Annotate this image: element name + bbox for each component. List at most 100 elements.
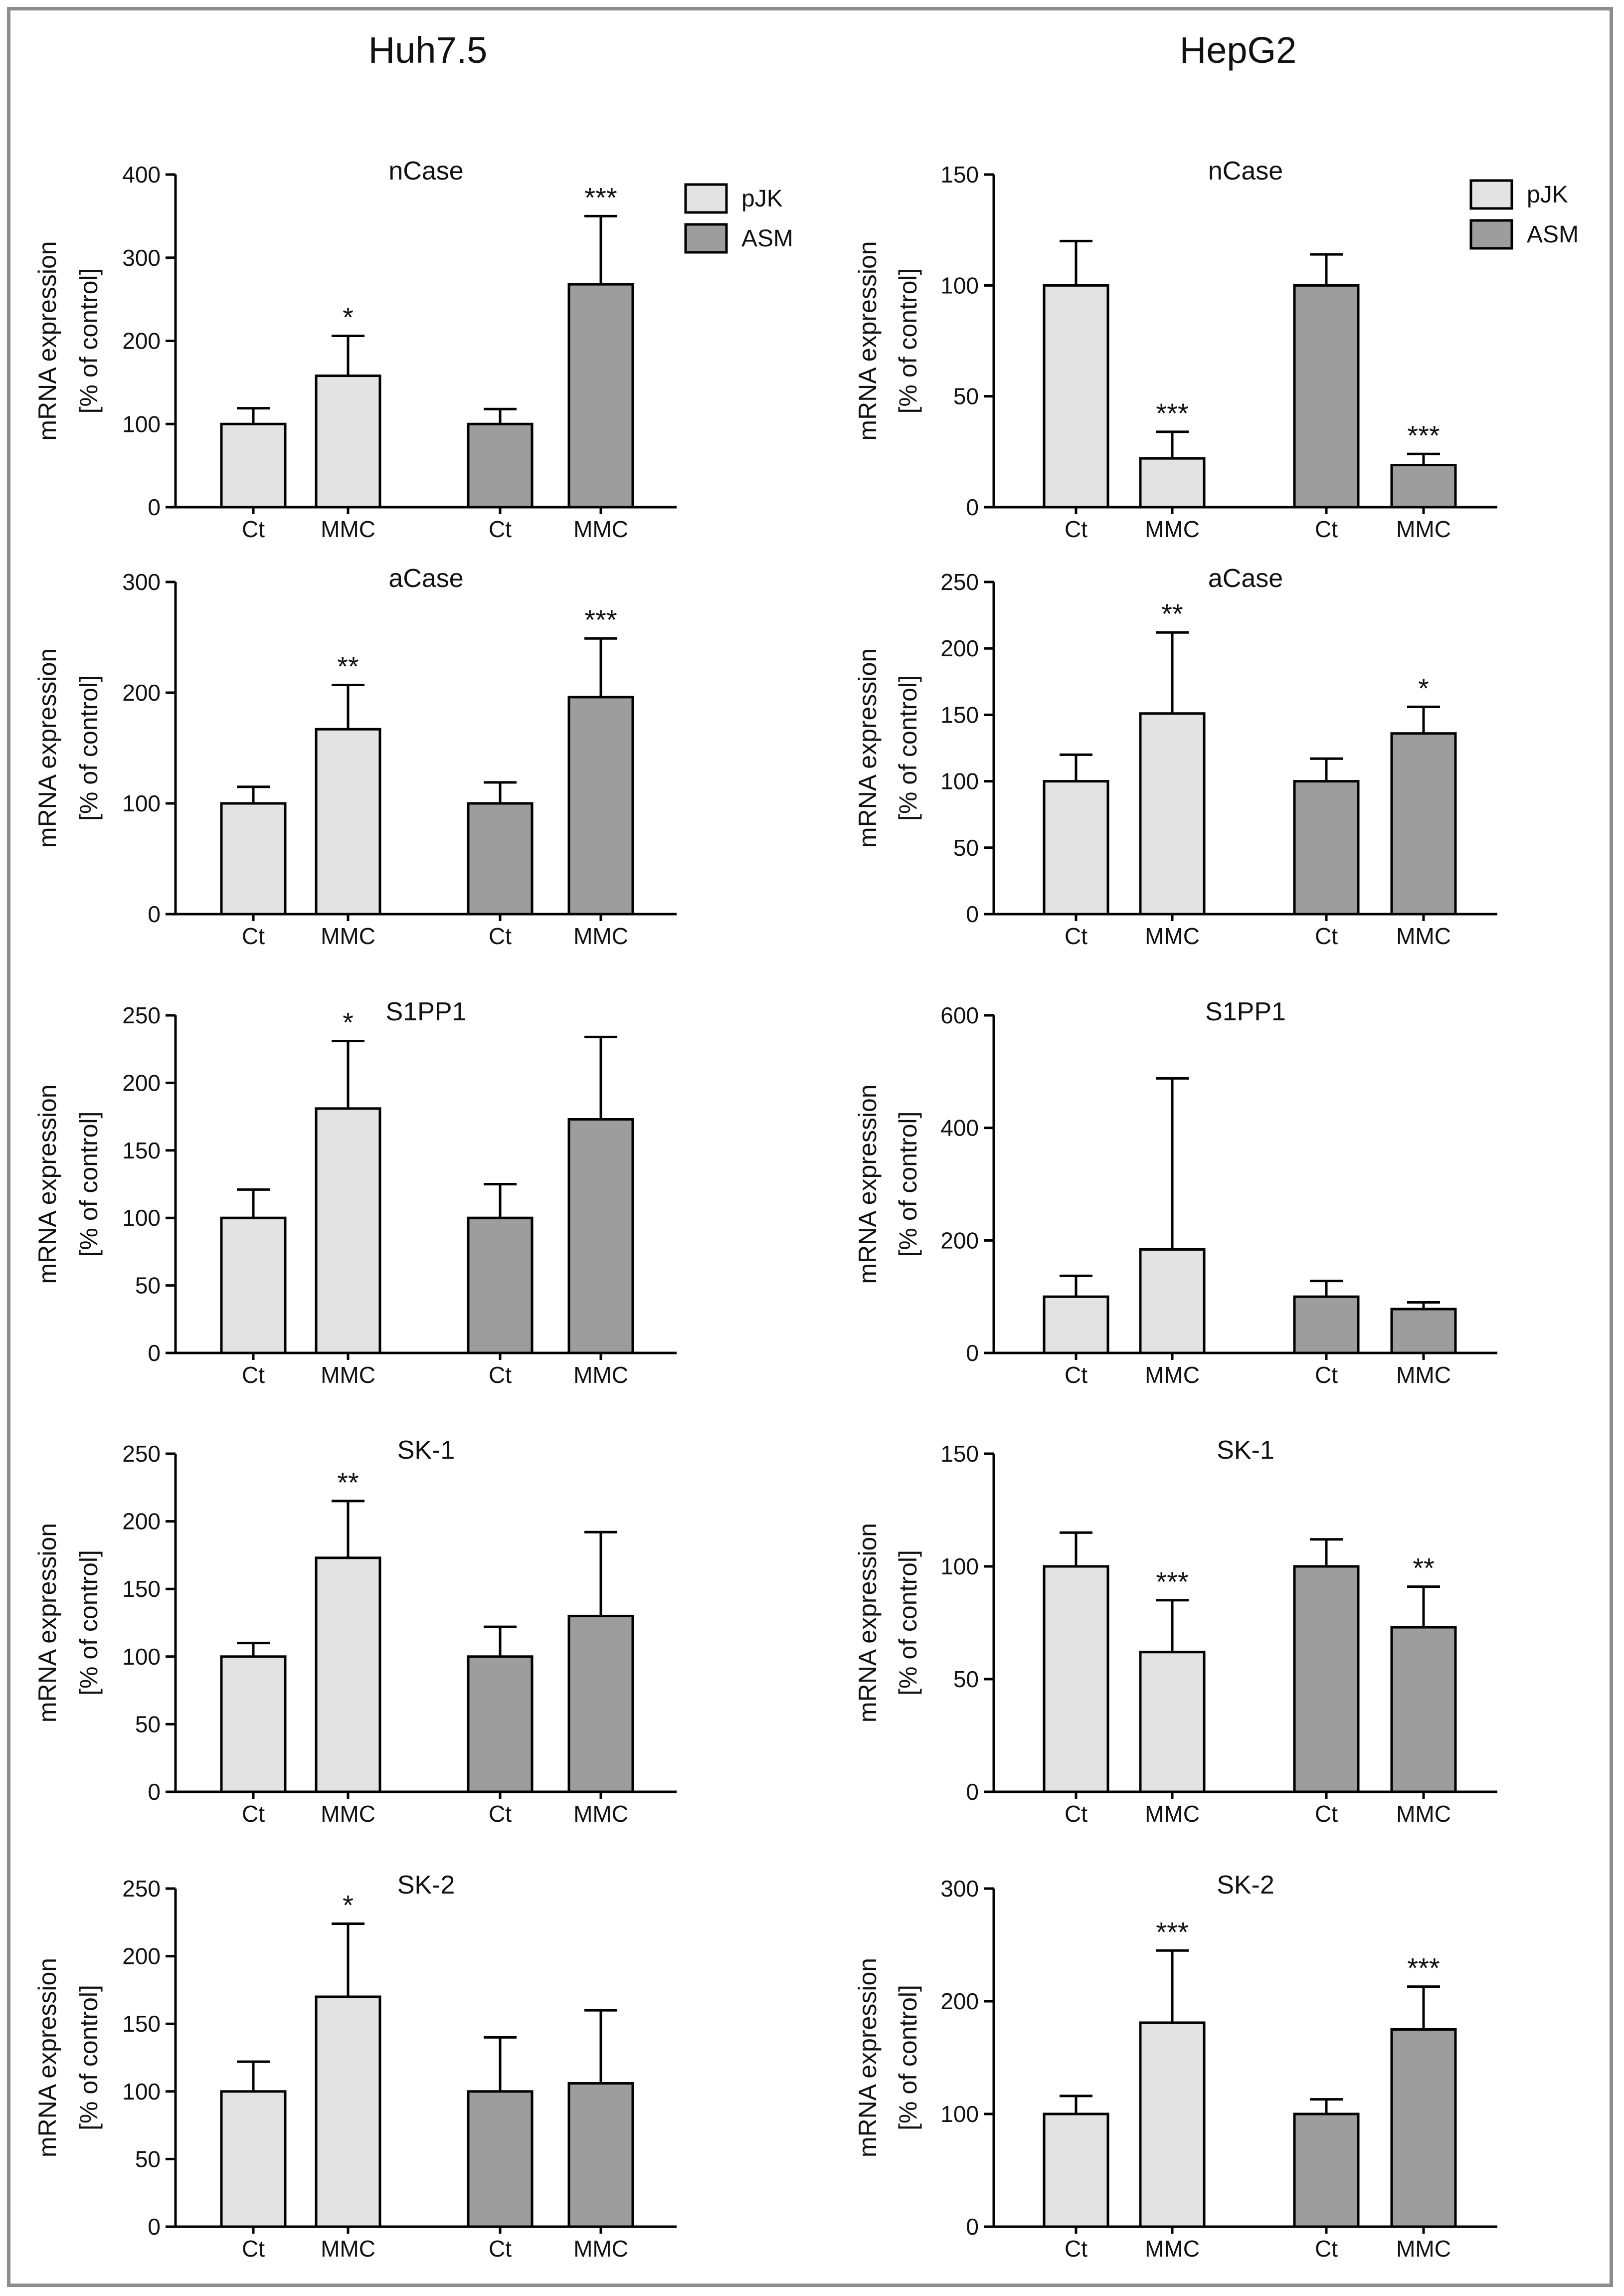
y-tick-label: 600 [940,1002,979,1028]
x-tick-label: MMC [1145,2236,1200,2262]
y-axis-label: mRNA expression [854,1523,882,1722]
x-tick-label: MMC [1145,923,1200,949]
bar-asm-mmc [1390,1626,1457,1793]
bar-pjk-mmc [1139,712,1206,916]
y-tick-label: 300 [940,1876,979,1902]
y-tick-label: 0 [148,901,161,927]
y-axis-label: mRNA expression [33,648,61,848]
chart-title: nCase [1208,157,1283,186]
y-tick-label: 250 [122,1002,161,1028]
bar-asm-ct [1293,284,1360,509]
y-axis-label: [% of control] [75,1112,103,1257]
x-tick-label: MMC [1145,1362,1200,1388]
bar-asm-ct [467,802,534,916]
y-tick-label: 100 [122,1205,161,1231]
significance-marker: *** [1156,1566,1188,1597]
y-axis-label: [% of control] [894,1112,922,1257]
y-axis-label: mRNA expression [33,1958,61,2157]
x-tick-label: MMC [1396,2236,1451,2262]
legend-swatch-pjk [1469,179,1513,210]
y-tick-label: 100 [122,2079,161,2105]
y-axis-label: mRNA expression [33,1523,61,1722]
chart-panel-ncase-hepg2: nCase mRNA expression [% of control] 0 50 100… [854,157,1579,542]
y-tick-label: 100 [940,2101,979,2127]
y-tick-label: 50 [953,383,979,409]
y-axis-label: [% of control] [894,1985,922,2130]
x-tick-label: MMC [321,516,375,542]
bar-pjk-ct [1043,284,1109,509]
bar-pjk-ct [220,1216,287,1354]
y-tick-label: 0 [966,901,979,927]
chart-panel-acase-huh7-5: aCase mRNA expression [% of control] 0 100 20… [33,564,677,949]
y-tick-label: 200 [940,635,979,661]
y-axis-label: mRNA expression [33,1084,61,1284]
chart-title: SK-2 [397,1871,455,1900]
x-tick-label: Ct [242,2236,265,2262]
column-title-huh7-5: Huh7.5 [368,29,488,71]
y-tick-label: 150 [122,1576,161,1602]
significance-marker: ** [337,650,359,682]
y-tick-label: 0 [148,1340,161,1366]
y-tick-label: 150 [122,1138,161,1163]
bar-pjk-ct [1043,1565,1109,1793]
chart-panel-s1pp1-huh7-5: S1PP1 mRNA expression [% of control] 0 50 100… [33,997,677,1388]
bar-asm-mmc [567,1118,634,1354]
bar-pjk-mmc [1139,2021,1206,2228]
y-tick-label: 100 [940,272,979,298]
bar-asm-mmc [567,696,634,916]
bar-asm-mmc [1390,2028,1457,2228]
x-tick-label: Ct [1315,516,1338,542]
chart-panel-sk-2-huh7-5: SK-2 mRNA expression [% of control] 0 50 100 1… [33,1871,677,2262]
bar-pjk-ct [220,422,287,509]
x-tick-label: Ct [242,1362,265,1388]
y-tick-label: 200 [122,1509,161,1534]
chart-panel-acase-hepg2: aCase mRNA expression [% of control] 0 50 100… [854,564,1497,949]
y-tick-label: 0 [966,2214,979,2240]
y-tick-label: 200 [122,1070,161,1096]
chart-panel-s1pp1-hepg2: S1PP1 mRNA expression [% of control] 0 200 40… [854,997,1497,1388]
bar-asm-ct [1293,1295,1360,1354]
significance-marker: *** [1407,1952,1440,1984]
y-tick-label: 0 [148,2214,161,2240]
legend-label-pjk: pJK [741,186,783,212]
x-tick-label: MMC [573,2236,628,2262]
bar-pjk-ct [1043,2112,1109,2228]
bar-pjk-mmc [1139,457,1206,509]
bar-pjk-mmc [315,1556,381,1793]
significance-marker: * [343,1006,354,1038]
y-axis-label: [% of control] [75,268,103,414]
significance-marker: *** [584,604,617,635]
x-tick-label: Ct [489,2236,512,2262]
y-tick-label: 200 [940,1227,979,1253]
bar-asm-ct [467,2090,534,2228]
chart-title: nCase [388,157,463,186]
y-tick-label: 150 [940,702,979,728]
chart-title: aCase [388,564,463,593]
significance-marker: *** [1156,1916,1188,1947]
x-tick-label: Ct [489,1801,512,1827]
y-tick-label: 100 [940,1553,979,1579]
y-tick-label: 100 [940,768,979,794]
significance-marker: *** [1156,397,1188,429]
x-tick-label: Ct [1065,1801,1087,1827]
y-tick-label: 200 [122,328,161,354]
y-axis-label: [% of control] [894,268,922,414]
x-tick-label: MMC [1396,516,1451,542]
bar-asm-mmc [567,2082,634,2228]
y-tick-label: 0 [148,494,161,520]
y-tick-label: 200 [122,680,161,706]
x-tick-label: Ct [242,1801,265,1827]
x-tick-label: Ct [489,1362,512,1388]
significance-marker: *** [584,182,617,213]
x-tick-label: MMC [1396,923,1451,949]
significance-marker: * [343,1890,354,1921]
chart-title: SK-1 [397,1436,455,1465]
y-axis-label: mRNA expression [854,1084,882,1284]
y-tick-label: 50 [135,1711,161,1737]
chart-panel-sk-2-hepg2: SK-2 mRNA expression [% of control] 0 100 200… [854,1871,1497,2262]
y-tick-label: 250 [122,1441,161,1467]
bar-pjk-ct [1043,780,1109,916]
y-axis-label: [% of control] [75,1550,103,1696]
x-tick-label: MMC [573,516,628,542]
x-tick-label: Ct [1315,2236,1338,2262]
